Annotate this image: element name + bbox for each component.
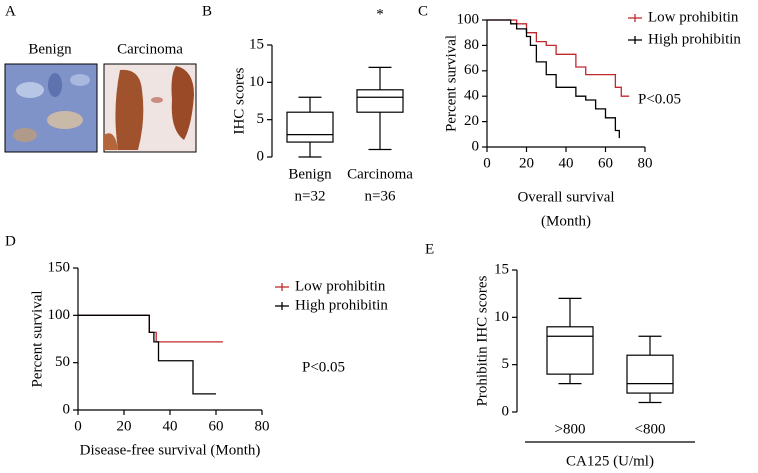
survival-curve — [78, 314, 216, 395]
x-tick-label: 0 — [74, 418, 82, 434]
x-tick-label: Benign — [288, 166, 332, 182]
survival-curve — [487, 19, 630, 97]
panel-letter: B — [202, 3, 212, 19]
annotation: P<0.05 — [302, 359, 345, 375]
x-tick-label: 40 — [163, 418, 178, 434]
y-tick-label: 0 — [502, 403, 510, 419]
x-tick-label: 80 — [638, 155, 653, 171]
x-tick-label: 60 — [598, 155, 613, 171]
carcinoma-image — [103, 63, 197, 153]
panel-letter: E — [425, 241, 434, 257]
x-tick-label: 80 — [255, 418, 270, 434]
y-tick-label: 0 — [63, 401, 71, 417]
x-tick-label: 20 — [117, 418, 132, 434]
box — [286, 111, 334, 143]
benign-image — [4, 63, 98, 153]
survival-curve — [487, 19, 620, 139]
y-tick-label: 150 — [48, 259, 71, 275]
x-axis-label: Disease-free survival (Month) — [80, 442, 261, 458]
y-tick-label: 100 — [48, 307, 71, 323]
y-tick-label: 5 — [257, 111, 265, 127]
x-tick-label: 20 — [519, 155, 534, 171]
x-tick-label: 0 — [483, 155, 491, 171]
panel-letter: D — [5, 233, 16, 249]
y-tick-label: 100 — [457, 11, 480, 27]
panel-letter: A — [5, 3, 16, 19]
y-tick-label: 10 — [249, 74, 264, 90]
y-tick-label: 0 — [472, 138, 480, 154]
y-tick-label: 15 — [249, 36, 264, 52]
x-axis-label: Overall survival — [517, 189, 614, 205]
y-tick-label: 40 — [464, 88, 479, 104]
image-label: Benign — [28, 41, 72, 57]
y-tick-label: 50 — [55, 354, 70, 370]
survival-curve — [78, 314, 223, 343]
legend-label: Low prohibitin — [295, 278, 386, 294]
y-tick-label: 10 — [494, 309, 509, 325]
x-axis-label: CA125 (U/ml) — [566, 453, 654, 469]
n-label: n=32 — [295, 188, 326, 204]
y-tick-label: 0 — [257, 148, 265, 164]
y-tick-label: 60 — [464, 62, 479, 78]
y-axis-label: Prohibitin IHC scores — [474, 275, 490, 406]
y-axis-label: IHC scores — [231, 67, 247, 134]
x-tick-label: >800 — [555, 421, 586, 437]
y-tick-label: 20 — [464, 113, 479, 129]
x-axis-label: (Month) — [541, 213, 591, 229]
y-axis-label: Percent survival — [29, 290, 45, 387]
legend-label: High prohibitin — [295, 297, 388, 313]
y-tick-label: 5 — [502, 356, 510, 372]
box — [626, 354, 674, 394]
annotation: P<0.05 — [638, 91, 681, 107]
annotation: * — [376, 6, 384, 22]
legend-label: High prohibitin — [648, 31, 741, 47]
image-label: Carcinoma — [117, 41, 183, 57]
y-tick-label: 80 — [464, 37, 479, 53]
box — [356, 89, 404, 113]
x-tick-label: Carcinoma — [347, 166, 413, 182]
x-tick-label: 60 — [209, 418, 224, 434]
y-tick-label: 15 — [494, 261, 509, 277]
x-tick-label: 40 — [559, 155, 574, 171]
x-tick-label: <800 — [635, 421, 666, 437]
y-axis-label: Percent survival — [443, 35, 459, 132]
legend-label: Low prohibitin — [648, 9, 739, 25]
n-label: n=36 — [365, 188, 396, 204]
panel-letter: C — [418, 3, 428, 19]
box — [546, 326, 594, 375]
